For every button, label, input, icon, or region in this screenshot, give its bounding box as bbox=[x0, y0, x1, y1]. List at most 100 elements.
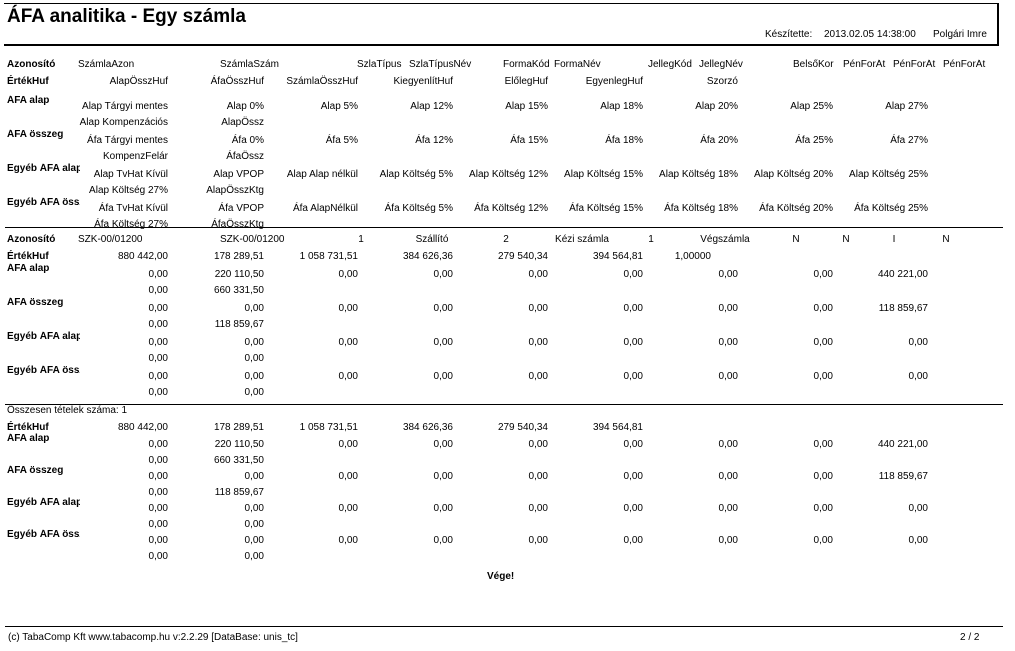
tot-afa-alap-r1-4: 0,00 bbox=[528, 439, 548, 450]
col-header-4: SzlaTípusNév bbox=[409, 59, 472, 70]
hdr-egyeb-alap-r1-5: Alap Költség 15% bbox=[564, 169, 643, 180]
tot-afa-osszeg-r2-0: 0,00 bbox=[148, 487, 168, 498]
hdr-egyeb-alap-r1-6: Alap Költség 18% bbox=[659, 169, 738, 180]
hdr-egyeb-osszeg-r1-6: Áfa Költség 18% bbox=[664, 203, 738, 214]
rec-afa-alap-label: ÁFA alap bbox=[7, 263, 50, 274]
record-field-6: 1 bbox=[648, 234, 654, 245]
record-field-4: 2 bbox=[503, 234, 509, 245]
record-ertek-label: ÉrtékHuf bbox=[7, 251, 49, 262]
rec-egyeb-alap-r1-5: 0,00 bbox=[623, 337, 643, 348]
tot-afa-alap-r1-1: 220 110,50 bbox=[214, 439, 264, 450]
rec-afa-osszeg-r2-0: 0,00 bbox=[148, 319, 168, 330]
tot-egyeb-osszeg-r1-1: 0,00 bbox=[244, 535, 264, 546]
rec-afa-alap-r1-4: 0,00 bbox=[528, 269, 548, 280]
col-header-row2-3: SzámlaÖsszHuf bbox=[286, 76, 358, 87]
tot-afa-alap-r1-8: 440 221,00 bbox=[877, 439, 928, 450]
hdr-egyeb-alap-r1-3: Alap Költség 5% bbox=[379, 169, 453, 180]
hdr-afa-osszeg-r1-0: Áfa Tárgyi mentes bbox=[87, 135, 168, 146]
hdr-afa-alap-r1-4: Alap 15% bbox=[505, 101, 548, 112]
hdr-afa-osszeg-r2-0: KompenzFelár bbox=[102, 151, 168, 162]
tot-egyeb-alap-r1-4: 0,00 bbox=[528, 503, 548, 514]
tot-afa-osszeg-r1-4: 0,00 bbox=[528, 471, 548, 482]
tot-egyeb-osszeg-r1-6: 0,00 bbox=[718, 535, 738, 546]
rec-afa-alap-r1-5: 0,00 bbox=[623, 269, 643, 280]
totals-ertek-2: 1 058 731,51 bbox=[299, 422, 358, 433]
hdr-egyeb-osszeg-label: Egyéb ÁFA összeg bbox=[7, 197, 80, 208]
tot-egyeb-alap-r1-5: 0,00 bbox=[623, 503, 643, 514]
col-header-11: PénForÁt bbox=[893, 59, 936, 70]
col-header-row2-5: ElőlegHuf bbox=[504, 76, 548, 87]
tot-egyeb-alap-r1-6: 0,00 bbox=[718, 503, 738, 514]
rec-egyeb-alap-r1-4: 0,00 bbox=[528, 337, 548, 348]
hdr-egyeb-alap-r1-1: Alap VPOP bbox=[213, 169, 264, 180]
totals-ertek-4: 279 540,34 bbox=[497, 422, 548, 433]
col-header-1: SzámlaAzon bbox=[78, 59, 135, 70]
record-field-0: SZK-00/01200 bbox=[78, 234, 143, 245]
col-header-row2-1: AlapÖsszHuf bbox=[109, 76, 168, 87]
tot-egyeb-osszeg-r2-0: 0,00 bbox=[148, 551, 168, 562]
tot-afa-alap-r2-1: 660 331,50 bbox=[213, 455, 264, 466]
col-header-3: SzlaTípus bbox=[357, 59, 402, 70]
tot-egyeb-osszeg-r2-1: 0,00 bbox=[244, 551, 264, 562]
hdr-egyeb-osszeg-r1-5: Áfa Költség 15% bbox=[569, 203, 643, 214]
col-header-row2-6: EgyenlegHuf bbox=[585, 76, 643, 87]
tot-afa-alap-r2-0: 0,00 bbox=[148, 455, 168, 466]
totals-ertek-0: 880 442,00 bbox=[117, 422, 168, 433]
rec-afa-osszeg-r1-1: 0,00 bbox=[244, 303, 264, 314]
tot-egyeb-alap-r1-8: 0,00 bbox=[908, 503, 928, 514]
col-header-row2-7: Szorzó bbox=[706, 76, 738, 87]
hdr-egyeb-alap-r1-0: Alap TvHat Kívül bbox=[93, 169, 168, 180]
hdr-egyeb-alap-r1-4: Alap Költség 12% bbox=[469, 169, 548, 180]
hdr-afa-alap-r1-2: Alap 5% bbox=[320, 101, 358, 112]
footer-page-number: 2 / 2 bbox=[960, 632, 980, 643]
hdr-afa-osszeg-r1-3: Áfa 12% bbox=[415, 135, 453, 146]
hdr-afa-osszeg-r1-2: Áfa 5% bbox=[325, 135, 358, 146]
rec-afa-alap-r1-0: 0,00 bbox=[148, 269, 168, 280]
record-ertek-0: 880 442,00 bbox=[117, 251, 168, 262]
record-field-3: Szállító bbox=[415, 234, 449, 245]
rec-egyeb-alap-r1-6: 0,00 bbox=[718, 337, 738, 348]
hdr-afa-osszeg-r1-7: Áfa 25% bbox=[795, 135, 833, 146]
rec-egyeb-osszeg-r1-1: 0,00 bbox=[244, 371, 264, 382]
rec-egyeb-alap-r1-7: 0,00 bbox=[813, 337, 833, 348]
created-by: Polgári Imre bbox=[933, 29, 987, 40]
tot-afa-osszeg-r1-8: 118 859,67 bbox=[878, 471, 928, 482]
end-marker: Vége! bbox=[487, 571, 515, 582]
rec-afa-alap-r1-8: 440 221,00 bbox=[877, 269, 928, 280]
rec-egyeb-alap-label: Egyéb ÁFA alap bbox=[7, 331, 80, 342]
rec-egyeb-alap-r1-1: 0,00 bbox=[244, 337, 264, 348]
rec-afa-osszeg-r1-2: 0,00 bbox=[338, 303, 358, 314]
record-field-5: Kézi számla bbox=[555, 234, 609, 245]
tot-afa-osszeg-r1-7: 0,00 bbox=[813, 471, 833, 482]
totals-ertek-1: 178 289,51 bbox=[213, 422, 264, 433]
hdr-egyeb-osszeg-r1-3: Áfa Költség 5% bbox=[384, 203, 453, 214]
rec-afa-alap-r1-2: 0,00 bbox=[338, 269, 358, 280]
record-field-2: 1 bbox=[358, 234, 364, 245]
record-ertek-6: 1,00000 bbox=[674, 251, 711, 262]
hdr-egyeb-alap-label: Egyéb ÁFA alap bbox=[7, 163, 80, 174]
tot-afa-osszeg-r1-3: 0,00 bbox=[433, 471, 453, 482]
rec-egyeb-osszeg-r1-6: 0,00 bbox=[718, 371, 738, 382]
rec-egyeb-osszeg-r1-3: 0,00 bbox=[433, 371, 453, 382]
totals-ertek-3: 384 626,36 bbox=[402, 422, 453, 433]
hdr-egyeb-alap-r2-0: Alap Költség 27% bbox=[89, 185, 168, 196]
hdr-egyeb-osszeg-r1-2: Áfa AlapNélkül bbox=[292, 203, 358, 214]
footer-separator-line bbox=[5, 626, 1003, 627]
tot-afa-osszeg-r1-5: 0,00 bbox=[623, 471, 643, 482]
hdr-egyeb-osszeg-r1-8: Áfa Költség 25% bbox=[854, 203, 928, 214]
tot-afa-alap-label: ÁFA alap bbox=[7, 433, 50, 444]
rec-afa-alap-r2-1: 660 331,50 bbox=[213, 285, 264, 296]
record-ertek-2: 1 058 731,51 bbox=[299, 251, 358, 262]
rec-egyeb-osszeg-r1-8: 0,00 bbox=[908, 371, 928, 382]
rec-egyeb-alap-r1-2: 0,00 bbox=[338, 337, 358, 348]
hdr-egyeb-alap-r1-2: Alap Alap nélkül bbox=[286, 169, 358, 180]
footer-copyright: (c) TabaComp Kft www.tabacomp.hu v:2.2.2… bbox=[8, 632, 298, 643]
tot-egyeb-alap-r1-7: 0,00 bbox=[813, 503, 833, 514]
record-field-1: SZK-00/01200 bbox=[220, 234, 285, 245]
totals-count: Összesen tételek száma: 1 bbox=[7, 405, 128, 416]
record-ertek-5: 394 564,81 bbox=[592, 251, 643, 262]
rec-afa-alap-r1-6: 0,00 bbox=[718, 269, 738, 280]
rec-egyeb-osszeg-r1-2: 0,00 bbox=[338, 371, 358, 382]
hdr-afa-alap-label: ÁFA alap bbox=[7, 95, 50, 106]
rec-afa-alap-r1-3: 0,00 bbox=[433, 269, 453, 280]
